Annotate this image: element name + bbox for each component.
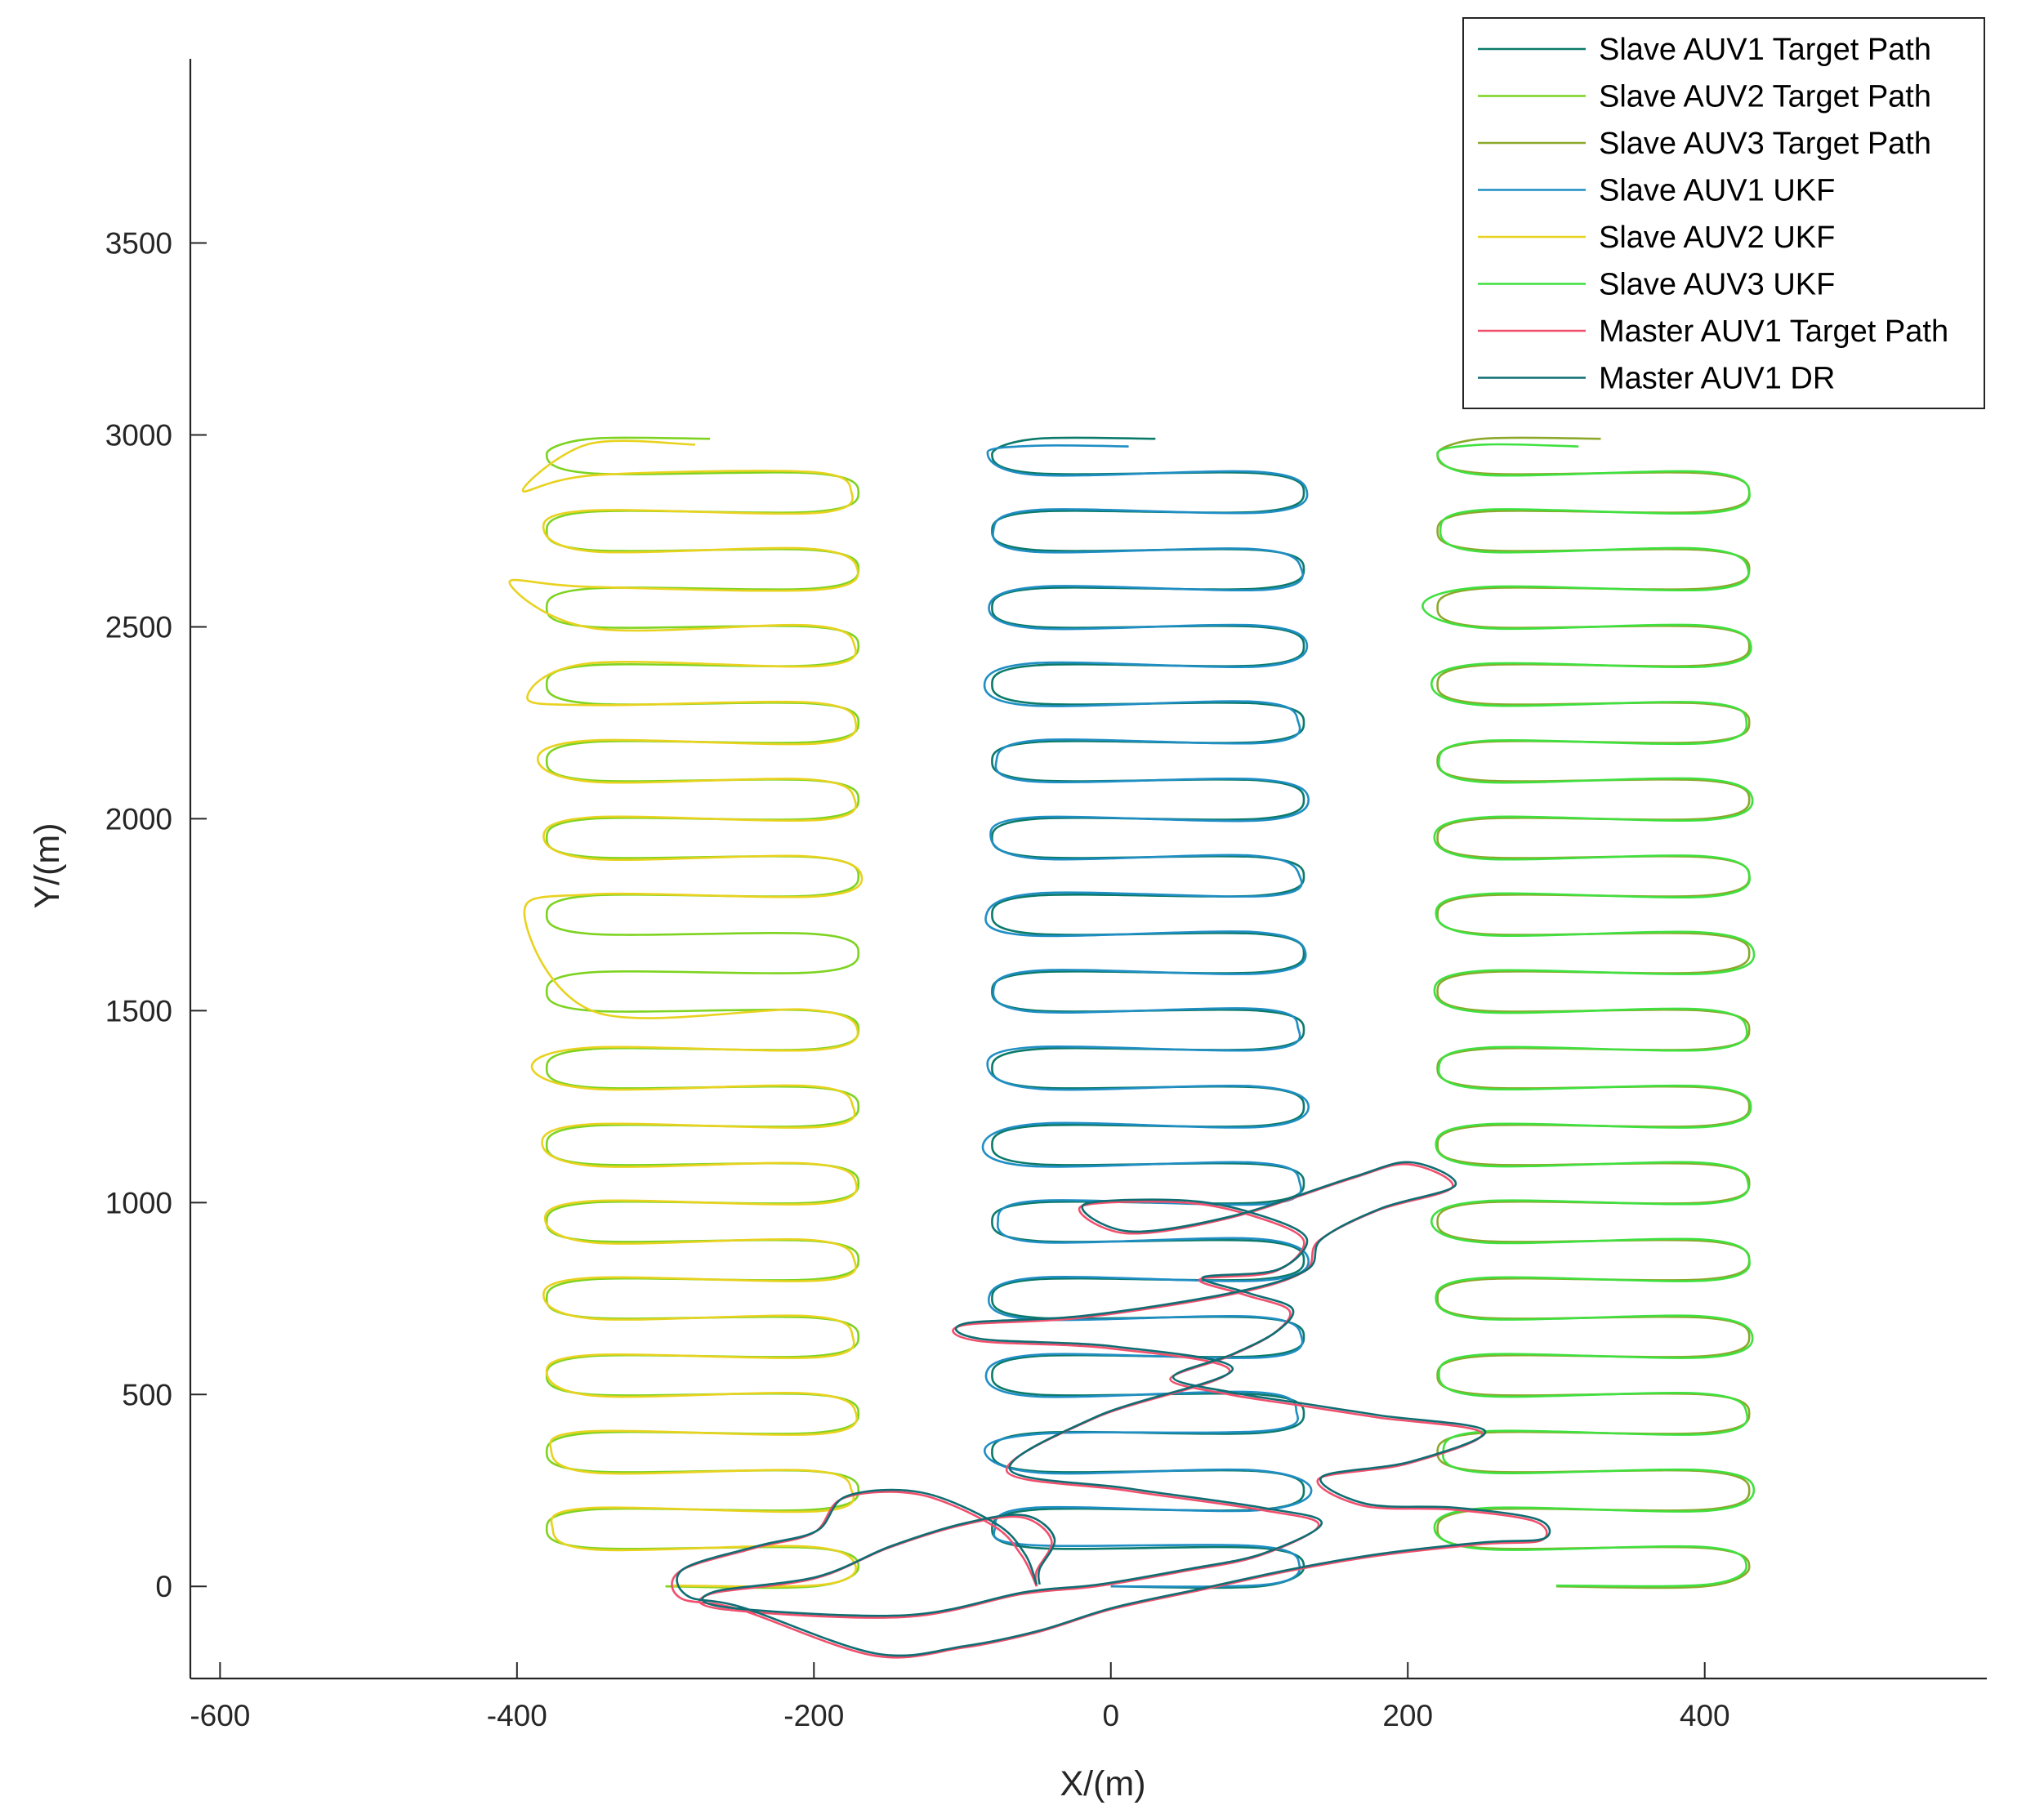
x-tick-label: 400 (1680, 1699, 1730, 1732)
series-line-slave-auv2-target-path (545, 436, 860, 1589)
series-line-slave-auv3-ukf (1421, 443, 1756, 1588)
legend-label: Slave AUV3 Target Path (1599, 127, 1931, 161)
series-line-slave-auv1-ukf (981, 444, 1313, 1588)
y-tick-label: 0 (155, 1570, 172, 1603)
legend-label: Slave AUV3 UKF (1599, 268, 1835, 302)
x-tick-label: 200 (1382, 1699, 1433, 1732)
series-line-slave-auv2-ukf (508, 439, 864, 1588)
legend-box (1462, 17, 1985, 409)
y-tick-label: 2000 (105, 802, 172, 836)
series-line-master-auv1-dr (676, 1161, 1551, 1657)
y-tick-label: 3500 (105, 227, 172, 261)
series-lines (508, 436, 1756, 1659)
tick-labels: -600 -400 -200 0 200 400 0 500 1000 1500 2000 2500 3… (105, 227, 1730, 1732)
y-axis-label: Y/(m) (28, 823, 67, 908)
y-tick-label: 2500 (105, 610, 172, 644)
x-tick-label: -400 (487, 1699, 547, 1732)
legend: Slave AUV1 Target Path Slave AUV2 Target … (1462, 17, 1985, 409)
legend-label: Master AUV1 Target Path (1599, 314, 1948, 349)
y-tick-label: 1000 (105, 1186, 172, 1219)
y-tick-label: 1500 (105, 994, 172, 1028)
legend-label: Slave AUV1 Target Path (1599, 33, 1931, 67)
legend-label: Slave AUV2 Target Path (1599, 80, 1931, 114)
axes (189, 59, 1987, 1680)
legend-label: Slave AUV2 UKF (1599, 221, 1835, 255)
x-tick-label: -600 (190, 1699, 250, 1732)
y-tick-label: 3000 (105, 419, 172, 452)
legend-label: Slave AUV1 UKF (1599, 174, 1835, 208)
x-axis-label: X/(m) (1060, 1764, 1145, 1803)
x-tick-label: 0 (1102, 1699, 1119, 1732)
x-tick-label: -200 (783, 1699, 844, 1732)
legend-label: Master AUV1 DR (1599, 362, 1835, 396)
y-tick-label: 500 (122, 1378, 172, 1411)
